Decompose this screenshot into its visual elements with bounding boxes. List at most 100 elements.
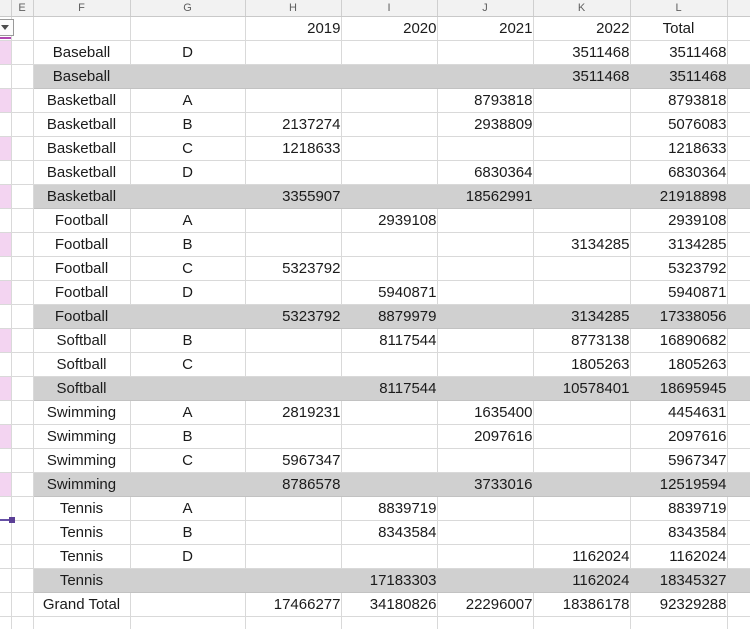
cell-2019[interactable] <box>245 328 342 353</box>
cell-col-m[interactable] <box>727 544 750 569</box>
cell-col-m[interactable] <box>727 616 750 629</box>
cell-total[interactable]: 5967347 <box>630 448 728 473</box>
cell-sport[interactable]: Football <box>33 280 131 305</box>
cell-2021[interactable] <box>437 280 534 305</box>
cell-2021[interactable] <box>437 544 534 569</box>
cell-2019[interactable] <box>245 376 342 401</box>
cell-2020[interactable] <box>341 616 438 629</box>
cell-2020[interactable]: 8117544 <box>341 376 438 401</box>
cell-2021[interactable]: 2097616 <box>437 424 534 449</box>
cell-2020[interactable] <box>341 352 438 377</box>
cell-row-sliver[interactable] <box>0 88 12 113</box>
cell-group[interactable] <box>130 16 246 41</box>
cell-col-e[interactable] <box>11 448 34 473</box>
cell-col-e[interactable] <box>11 424 34 449</box>
cell-sport[interactable]: Basketball <box>33 136 131 161</box>
cell-row-sliver[interactable] <box>0 376 12 401</box>
cell-2021[interactable] <box>437 208 534 233</box>
column-header-E[interactable]: E <box>11 0 34 17</box>
cell-group[interactable] <box>130 64 246 89</box>
column-header-F[interactable]: F <box>33 0 131 17</box>
cell-2022[interactable] <box>533 184 631 209</box>
cell-row-sliver[interactable] <box>0 256 12 281</box>
cell-2019[interactable]: 5323792 <box>245 256 342 281</box>
cell-col-e[interactable] <box>11 256 34 281</box>
cell-2019[interactable] <box>245 568 342 593</box>
cell-2021[interactable] <box>437 256 534 281</box>
cell-total[interactable]: 8343584 <box>630 520 728 545</box>
cell-2020[interactable]: 8343584 <box>341 520 438 545</box>
cell-group[interactable]: B <box>130 424 246 449</box>
cell-2019[interactable]: 3355907 <box>245 184 342 209</box>
cell-col-e[interactable] <box>11 472 34 497</box>
cell-2022[interactable] <box>533 616 631 629</box>
cell-2020[interactable] <box>341 400 438 425</box>
cell-total[interactable]: 3134285 <box>630 232 728 257</box>
cell-total[interactable]: 12519594 <box>630 472 728 497</box>
cell-sport[interactable]: Football <box>33 232 131 257</box>
column-header-J[interactable]: J <box>437 0 534 17</box>
cell-row-sliver[interactable] <box>0 448 12 473</box>
cell-2019[interactable] <box>245 496 342 521</box>
cell-sport[interactable]: Baseball <box>33 64 131 89</box>
cell-row-sliver[interactable] <box>0 352 12 377</box>
cell-total[interactable]: 2939108 <box>630 208 728 233</box>
cell-group[interactable]: C <box>130 136 246 161</box>
cell-col-e[interactable] <box>11 544 34 569</box>
cell-row-sliver[interactable] <box>0 328 12 353</box>
cell-2020[interactable] <box>341 136 438 161</box>
cell-sport[interactable]: Softball <box>33 352 131 377</box>
cell-sport[interactable]: Tennis <box>33 544 131 569</box>
cell-2019[interactable] <box>245 280 342 305</box>
cell-col-m[interactable] <box>727 304 750 329</box>
cell-row-sliver[interactable] <box>0 184 12 209</box>
cell-col-m[interactable] <box>727 40 750 65</box>
cell-group[interactable] <box>130 376 246 401</box>
cell-col-e[interactable] <box>11 16 34 41</box>
cell-2022[interactable]: 1162024 <box>533 544 631 569</box>
cell-col-e[interactable] <box>11 40 34 65</box>
cell-total[interactable]: 17338056 <box>630 304 728 329</box>
cell-2021[interactable]: 8793818 <box>437 88 534 113</box>
cell-total[interactable]: 92329288 <box>630 592 728 617</box>
cell-group[interactable]: B <box>130 520 246 545</box>
cell-2021[interactable] <box>437 64 534 89</box>
cell-2021[interactable] <box>437 448 534 473</box>
cell-2022[interactable] <box>533 496 631 521</box>
cell-col-m[interactable] <box>727 520 750 545</box>
cell-2019[interactable]: 1218633 <box>245 136 342 161</box>
cell-2022[interactable]: 2022 <box>533 16 631 41</box>
column-header-sliver[interactable] <box>727 0 750 17</box>
cell-col-e[interactable] <box>11 520 34 545</box>
cell-total[interactable]: 8793818 <box>630 88 728 113</box>
cell-2021[interactable] <box>437 520 534 545</box>
column-header-K[interactable]: K <box>533 0 631 17</box>
cell-2021[interactable]: 6830364 <box>437 160 534 185</box>
cell-sport[interactable] <box>33 16 131 41</box>
cell-group[interactable]: A <box>130 400 246 425</box>
cell-row-sliver[interactable] <box>0 616 12 629</box>
cell-total[interactable]: 18345327 <box>630 568 728 593</box>
cell-total[interactable]: 16890682 <box>630 328 728 353</box>
cell-col-m[interactable] <box>727 256 750 281</box>
cell-2020[interactable] <box>341 544 438 569</box>
cell-2021[interactable] <box>437 40 534 65</box>
cell-2020[interactable] <box>341 112 438 137</box>
cell-group[interactable]: D <box>130 40 246 65</box>
cell-group[interactable]: B <box>130 232 246 257</box>
cell-sport[interactable]: Basketball <box>33 184 131 209</box>
cell-2022[interactable] <box>533 136 631 161</box>
cell-sport[interactable]: Swimming <box>33 472 131 497</box>
cell-2021[interactable] <box>437 616 534 629</box>
cell-col-m[interactable] <box>727 592 750 617</box>
cell-group[interactable]: D <box>130 160 246 185</box>
cell-col-m[interactable] <box>727 448 750 473</box>
cell-2022[interactable] <box>533 520 631 545</box>
cell-col-m[interactable] <box>727 184 750 209</box>
cell-total[interactable]: Total <box>630 16 728 41</box>
cell-2021[interactable]: 18562991 <box>437 184 534 209</box>
cell-row-sliver[interactable] <box>0 544 12 569</box>
cell-total[interactable]: 3511468 <box>630 64 728 89</box>
column-header-I[interactable]: I <box>341 0 438 17</box>
column-header-L[interactable]: L <box>630 0 728 17</box>
